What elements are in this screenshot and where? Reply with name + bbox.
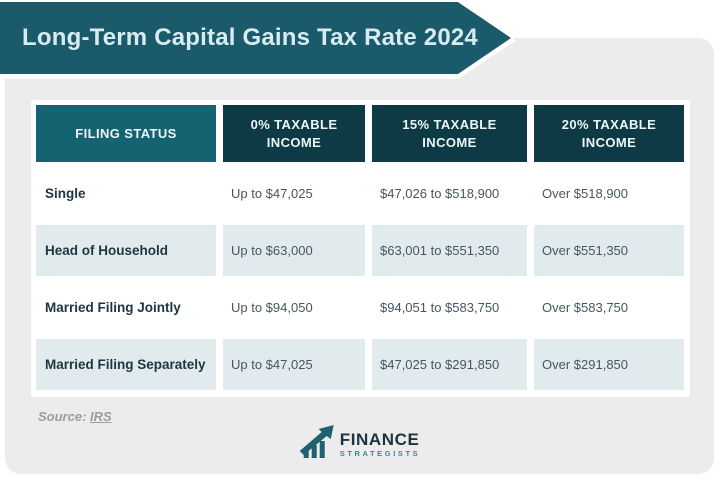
table-cell: $47,026 to $518,900 [372,168,527,219]
title-banner: Long-Term Capital Gains Tax Rate 2024 [0,2,516,79]
table-cell: Up to $94,050 [223,282,365,333]
table-cell: $47,025 to $291,850 [372,339,527,390]
source-irs-link[interactable]: IRS [90,409,112,424]
row-label-married-filing-jointly: Married Filing Jointly [36,282,216,333]
column-header-20-percent: 20% TAXABLE INCOME [534,105,684,162]
table-cell: $94,051 to $583,750 [372,282,527,333]
table-cell: $63,001 to $551,350 [372,225,527,276]
table-cell: Over $583,750 [534,282,684,333]
tax-table: FILING STATUS 0% TAXABLE INCOME 15% TAXA… [36,105,685,390]
logo-tagline: STRATEGISTS [339,449,421,459]
column-header-filing-status: FILING STATUS [36,105,216,162]
source-line: Source: IRS [38,409,112,424]
table-cell: Over $551,350 [534,225,684,276]
logo-name: FINANCE [339,430,420,450]
title-banner-fill: Long-Term Capital Gains Tax Rate 2024 [0,2,511,74]
row-label-head-of-household: Head of Household [36,225,216,276]
table-cell: Over $518,900 [534,168,684,219]
table-cell: Over $291,850 [534,339,684,390]
column-header-0-percent: 0% TAXABLE INCOME [223,105,365,162]
logo-text: FINANCE STRATEGISTS [340,431,421,458]
finance-strategists-logo: FINANCE STRATEGISTS [299,425,421,464]
row-label-single: Single [36,168,216,219]
table-cell: Up to $63,000 [223,225,365,276]
tax-table-panel: FILING STATUS 0% TAXABLE INCOME 15% TAXA… [31,100,690,397]
source-label: Source: [38,409,91,424]
table-cell: Up to $47,025 [223,339,365,390]
row-label-married-filing-separately: Married Filing Separately [36,339,216,390]
page-title: Long-Term Capital Gains Tax Rate 2024 [22,24,478,51]
chart-arrow-icon [299,425,334,464]
table-cell: Up to $47,025 [223,168,365,219]
column-header-15-percent: 15% TAXABLE INCOME [372,105,527,162]
